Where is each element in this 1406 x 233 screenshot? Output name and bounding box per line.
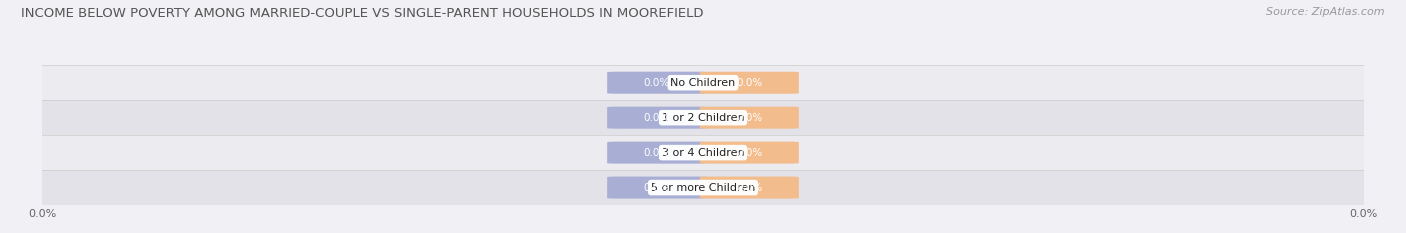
Text: INCOME BELOW POVERTY AMONG MARRIED-COUPLE VS SINGLE-PARENT HOUSEHOLDS IN MOOREFI: INCOME BELOW POVERTY AMONG MARRIED-COUPL… [21,7,703,20]
Bar [42,170,1364,205]
Text: Source: ZipAtlas.com: Source: ZipAtlas.com [1267,7,1385,17]
Text: 0.0%: 0.0% [737,148,762,158]
Text: 0.0%: 0.0% [644,148,669,158]
Bar [42,100,1364,135]
FancyBboxPatch shape [700,142,799,164]
Text: 3 or 4 Children: 3 or 4 Children [662,148,744,158]
Text: 1 or 2 Children: 1 or 2 Children [662,113,744,123]
Text: 0.0%: 0.0% [737,183,762,192]
Text: 0.0%: 0.0% [644,183,669,192]
FancyBboxPatch shape [607,177,706,199]
Text: 0.0%: 0.0% [737,78,762,88]
FancyBboxPatch shape [700,72,799,94]
Text: No Children: No Children [671,78,735,88]
Text: 0.0%: 0.0% [644,78,669,88]
Bar [42,135,1364,170]
Text: 0.0%: 0.0% [644,113,669,123]
FancyBboxPatch shape [700,107,799,129]
Bar [42,65,1364,100]
FancyBboxPatch shape [700,177,799,199]
FancyBboxPatch shape [607,107,706,129]
FancyBboxPatch shape [607,142,706,164]
FancyBboxPatch shape [607,72,706,94]
Text: 5 or more Children: 5 or more Children [651,183,755,192]
Text: 0.0%: 0.0% [737,113,762,123]
